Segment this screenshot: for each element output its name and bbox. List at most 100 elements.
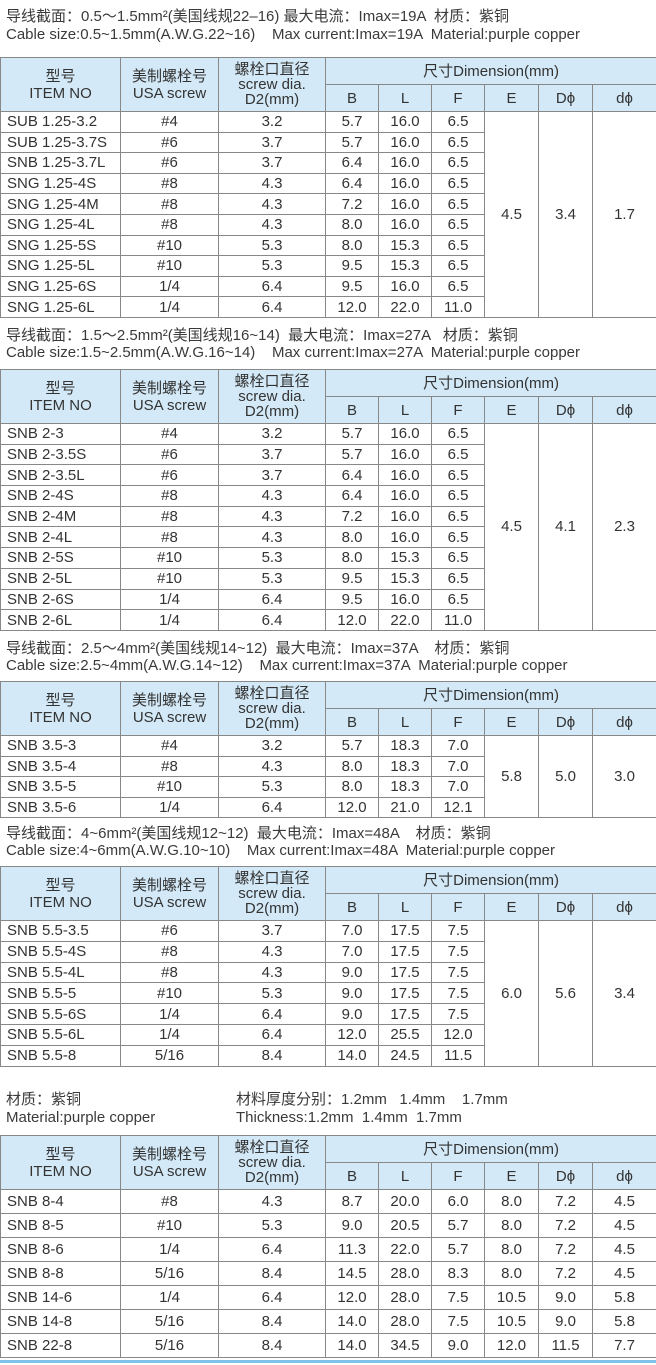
- table-cell: 1/4: [120, 1003, 219, 1025]
- table-cell: 22.0: [378, 609, 432, 631]
- merged-dim-cell: 5.8: [484, 735, 539, 818]
- table-row: SNB 8-4 #8 4.3 8.7 20.0 6.0 8.0 7.2 4.5: [0, 1189, 656, 1214]
- table-cell: SNB 14-6: [0, 1285, 121, 1310]
- table-cell: 28.0: [378, 1309, 432, 1334]
- table-cell: 7.2: [325, 505, 379, 528]
- table-cell: #4: [120, 111, 219, 133]
- table-row: SNB 8-8 5/16 8.4 14.5 28.0 8.3 8.0 7.2 4.5: [0, 1261, 656, 1286]
- table-cell: 4.3: [218, 193, 326, 215]
- table-cell: 12.0: [325, 1285, 379, 1310]
- table-cell: 7.5: [431, 982, 485, 1005]
- table-cell: 7.2: [325, 193, 379, 215]
- table-cell: 9.0: [431, 1333, 485, 1358]
- table-cell: 5.3: [218, 982, 326, 1005]
- table-cell: 3.7: [218, 131, 326, 154]
- dim-col-header: B: [325, 708, 379, 736]
- table-cell: 17.5: [378, 982, 432, 1005]
- table-cell: 4.3: [218, 172, 326, 195]
- table-cell: 9.0: [325, 1003, 379, 1025]
- usa-screw-header: 美制螺栓号 USA screw: [120, 1135, 219, 1190]
- table-cell: 4.5: [591, 1189, 656, 1214]
- table-row: SNB 5.5-3.5 #6 3.7 7.0 17.5 7.5 6.0 5.6 3.4: [0, 920, 656, 1067]
- table-cell: 12.0: [484, 1333, 539, 1358]
- table-cell: 9.5: [325, 275, 379, 298]
- table-cell: 5/16: [120, 1309, 219, 1334]
- table-cell: #8: [120, 526, 219, 549]
- table-cell: 17.5: [378, 940, 432, 963]
- table-cell: 8.0: [484, 1237, 539, 1262]
- table-cell: 6.5: [431, 255, 485, 277]
- table-cell: 14.5: [325, 1261, 379, 1286]
- table-cell: #6: [120, 464, 219, 487]
- item-no-header: 型号 ITEM NO: [0, 57, 121, 112]
- table-cell: 3.2: [218, 423, 326, 445]
- merged-dim-cell: 2.3: [591, 423, 656, 631]
- table-cell: SNB 5.5-4S: [0, 940, 121, 963]
- table-cell: SNB 2-6L: [0, 609, 121, 631]
- table-cell: 7.0: [325, 920, 379, 942]
- table-cell: 9.0: [325, 982, 379, 1005]
- table-cell: 12.0: [325, 609, 379, 631]
- cable-spec-cn: 导线截面：2.5～4mm²(美国线规14~12) 最大电流：Imax=37A 材…: [6, 640, 510, 657]
- table-cell: 6.5: [431, 131, 485, 154]
- table-cell: SUB 1.25-3.2: [0, 111, 121, 133]
- table-row: SNB 2-3 #4 3.2 5.7 16.0 6.5 4.5 4.1 2.3: [0, 423, 656, 631]
- item-no-header: 型号 ITEM NO: [0, 1135, 121, 1190]
- table-row: SNB 2-3.5S #6 3.7 5.7 16.0 6.5: [0, 443, 656, 466]
- subheader-row: B L F E Dϕ dϕ: [1, 1162, 656, 1190]
- table-row: SNG 1.25-5S #10 5.3 8.0 15.3 6.5: [0, 234, 656, 257]
- table-cell: 7.2: [538, 1213, 593, 1238]
- usa-screw-header: 美制螺栓号 USA screw: [120, 866, 219, 921]
- table-cell: SNG 1.25-6S: [0, 275, 121, 298]
- merged-dim-cell: 5.0: [538, 735, 593, 818]
- table-cell: SNB 5.5-5: [0, 982, 121, 1005]
- table-cell: #8: [120, 940, 219, 963]
- table-cell: #8: [120, 172, 219, 195]
- screw-dia-header: 螺栓口直径 screw dia. D2(mm): [218, 1135, 326, 1190]
- table-cell: SNB 3.5-3: [0, 735, 121, 757]
- table-cell: 1/4: [120, 1237, 219, 1262]
- table-cell: #8: [120, 485, 219, 507]
- table-cell: SNB 2-5L: [0, 567, 121, 590]
- table-cell: 6.5: [431, 423, 485, 445]
- table-cell: 6.5: [431, 213, 485, 236]
- table-cell: 16.0: [378, 464, 432, 487]
- table-cell: 14.0: [325, 1333, 379, 1358]
- dim-col-header: F: [431, 396, 485, 424]
- cable-spec-en: Cable size:4~6mm(A.W.G.10~10) Max curren…: [6, 842, 555, 859]
- table-cell: SNB 3.5-6: [0, 796, 121, 818]
- table-cell: 6.4: [218, 1023, 326, 1046]
- cable-spec-en: Cable size:2.5~4mm(A.W.G.14~12) Max curr…: [6, 657, 568, 674]
- merged-dim-cell: 3.4: [591, 920, 656, 1067]
- table-cell: 3.7: [218, 443, 326, 466]
- dim-col-header: L: [378, 396, 432, 424]
- table-cell: 6.4: [218, 275, 326, 298]
- table-cell: 17.5: [378, 920, 432, 942]
- table-cell: 5.7: [431, 1237, 485, 1262]
- table-cell: 10.5: [484, 1285, 539, 1310]
- table-cell: #6: [120, 152, 219, 174]
- table-cell: #10: [120, 567, 219, 590]
- table-cell: SNB 5.5-8: [0, 1044, 121, 1067]
- table-cell: 11.3: [325, 1237, 379, 1262]
- table-cell: SNG 1.25-4S: [0, 172, 121, 195]
- table-cell: 21.0: [378, 796, 432, 818]
- item-no-header: 型号 ITEM NO: [0, 866, 121, 921]
- table-cell: 16.0: [378, 588, 432, 611]
- table-cell: SNB 2-3.5L: [0, 464, 121, 487]
- table-cell: 6.4: [218, 1003, 326, 1025]
- dim-col-header: B: [325, 396, 379, 424]
- table-cell: #8: [120, 213, 219, 236]
- table-cell: SNB 2-3.5S: [0, 443, 121, 466]
- table-cell: #8: [120, 1189, 219, 1214]
- dim-col-header: B: [325, 84, 379, 112]
- table-cell: 5.7: [325, 111, 379, 133]
- table-cell: 6.5: [431, 152, 485, 174]
- table-cell: #6: [120, 443, 219, 466]
- table-cell: 5.7: [325, 423, 379, 445]
- table-cell: 6.5: [431, 588, 485, 611]
- table-cell: #6: [120, 920, 219, 942]
- table-cell: #6: [120, 131, 219, 154]
- table-cell: 6.4: [218, 1285, 326, 1310]
- table-row: SNB 2-4S #8 4.3 6.4 16.0 6.5: [0, 485, 656, 507]
